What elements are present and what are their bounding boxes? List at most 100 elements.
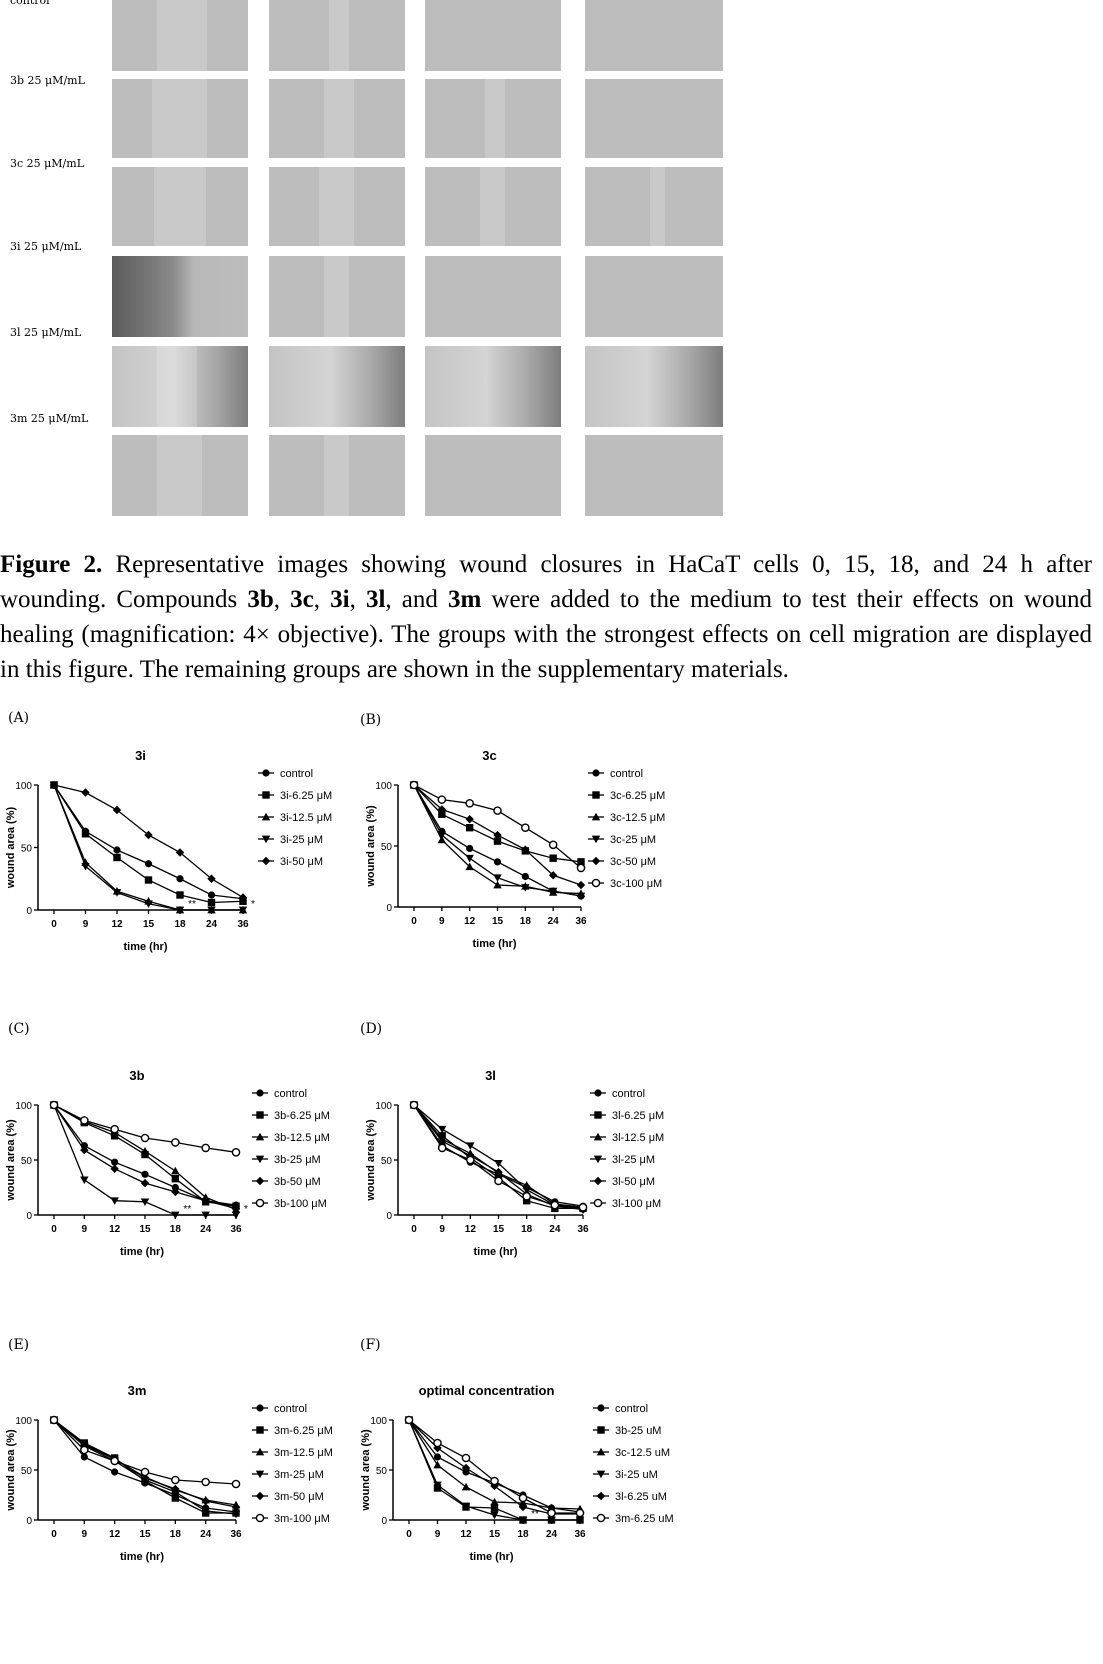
legend-entry: 3i-12.5 μM — [280, 812, 332, 824]
legend-entry: 3l-12.5 μM — [612, 1132, 664, 1144]
x-tick-label: 18 — [517, 1529, 529, 1540]
wound-image — [425, 435, 561, 516]
x-tick-label: 0 — [51, 1224, 57, 1235]
compound-3i: 3i — [330, 586, 350, 613]
data-point — [493, 837, 502, 845]
data-point — [548, 887, 558, 896]
y-tick-label: 100 — [15, 1101, 32, 1112]
x-tick-label: 12 — [460, 1529, 472, 1540]
row-label-3m: 3m 25 μM/mL — [10, 412, 89, 425]
panel-letter-d: (D) — [360, 1021, 383, 1037]
data-point — [81, 862, 90, 871]
x-tick-label: 12 — [465, 1224, 477, 1235]
x-tick-label: 9 — [82, 1529, 88, 1540]
x-axis-label: time (hr) — [473, 938, 517, 950]
series-line — [53, 1419, 237, 1513]
data-point — [433, 1460, 442, 1469]
wound-image — [269, 0, 405, 71]
data-point — [433, 1453, 442, 1461]
x-axis-label: time (hr) — [470, 1551, 514, 1563]
data-point — [578, 1202, 588, 1212]
caption-separator: , — [273, 586, 291, 613]
y-tick-label: 50 — [381, 1156, 393, 1167]
data-point — [433, 1481, 442, 1490]
caption-separator: , — [349, 586, 366, 613]
wound-image — [585, 346, 723, 427]
wound-image — [425, 256, 561, 337]
panel-letter-b: (B) — [360, 712, 382, 728]
panel-letter-f: (F) — [360, 1337, 381, 1353]
y-axis-label: wound area (%) — [360, 1429, 372, 1512]
data-point — [140, 1147, 150, 1155]
data-point — [547, 1516, 556, 1525]
data-point — [521, 823, 530, 832]
data-point — [493, 858, 502, 866]
y-tick-label: 50 — [381, 842, 393, 853]
data-point — [80, 1116, 89, 1125]
legend-entry: 3l-50 μM — [612, 1176, 655, 1188]
legend-marker — [255, 1470, 265, 1479]
series-line — [53, 784, 243, 911]
legend-entry: 3i-50 μM — [280, 856, 323, 868]
chart-title: 3l — [485, 1068, 496, 1083]
x-tick-label: 0 — [51, 1529, 57, 1540]
data-point — [207, 898, 216, 907]
data-point — [49, 1415, 59, 1425]
series-line — [408, 1419, 581, 1510]
x-tick-label: 15 — [493, 1224, 505, 1235]
data-point — [112, 805, 122, 815]
data-point — [548, 840, 558, 850]
series-line — [53, 1419, 237, 1508]
compound-3m: 3m — [447, 586, 482, 613]
legend-entry: 3l-6.25 μM — [612, 1110, 664, 1122]
y-tick-label: 50 — [376, 1466, 388, 1477]
x-tick-label: 0 — [406, 1529, 412, 1540]
legend-marker — [261, 812, 271, 821]
data-point — [518, 1493, 528, 1503]
x-tick-label: 24 — [546, 1529, 558, 1540]
series-line — [413, 1104, 584, 1211]
caption-separator: , and — [385, 586, 448, 613]
legend-entry: 3b-6.25 μM — [274, 1110, 330, 1122]
y-axis-label: wound area (%) — [365, 1119, 377, 1202]
row-label-3i: 3i 25 μM/mL — [10, 240, 82, 253]
wound-image — [269, 346, 405, 427]
data-point — [207, 874, 216, 883]
chart-a: 3i 0 50 100 0 9 12 15 18 24 36 time (hr) wound area … — [5, 748, 332, 953]
series-line — [53, 1419, 237, 1506]
wound-image — [269, 79, 405, 158]
data-point — [140, 1133, 150, 1143]
legend-entry: 3b-25 uM — [615, 1425, 661, 1437]
legend-marker — [591, 812, 601, 821]
wound-image — [585, 79, 723, 158]
y-tick-label: 100 — [15, 781, 32, 792]
chart-title: 3c — [482, 748, 496, 763]
data-point — [231, 1211, 241, 1220]
data-point — [171, 1175, 180, 1183]
x-tick-label: 9 — [82, 1224, 88, 1235]
legend-marker — [592, 791, 600, 799]
legend-marker — [596, 1491, 606, 1501]
data-point — [433, 1438, 442, 1448]
row-label-3l: 3l 25 μM/mL — [10, 326, 82, 339]
data-point — [409, 1100, 419, 1110]
wound-image — [112, 435, 248, 516]
legend-entry: 3c-6.25 μM — [610, 790, 665, 802]
data-point — [461, 1502, 471, 1511]
data-point — [81, 788, 90, 797]
series-line — [413, 1104, 584, 1207]
data-point — [437, 805, 447, 814]
legend-marker — [255, 1155, 265, 1164]
data-point — [80, 1453, 88, 1461]
data-point — [466, 1151, 475, 1160]
x-tick-label: 36 — [575, 916, 587, 927]
series-line — [53, 784, 244, 904]
data-point — [207, 891, 216, 899]
x-tick-label: 12 — [109, 1224, 121, 1235]
data-point — [465, 862, 474, 871]
legend-entry: 3l-100 μM — [612, 1198, 661, 1210]
x-tick-label: 15 — [492, 916, 504, 927]
data-point — [171, 1494, 180, 1502]
data-point — [409, 780, 419, 790]
x-tick-label: 15 — [139, 1529, 151, 1540]
